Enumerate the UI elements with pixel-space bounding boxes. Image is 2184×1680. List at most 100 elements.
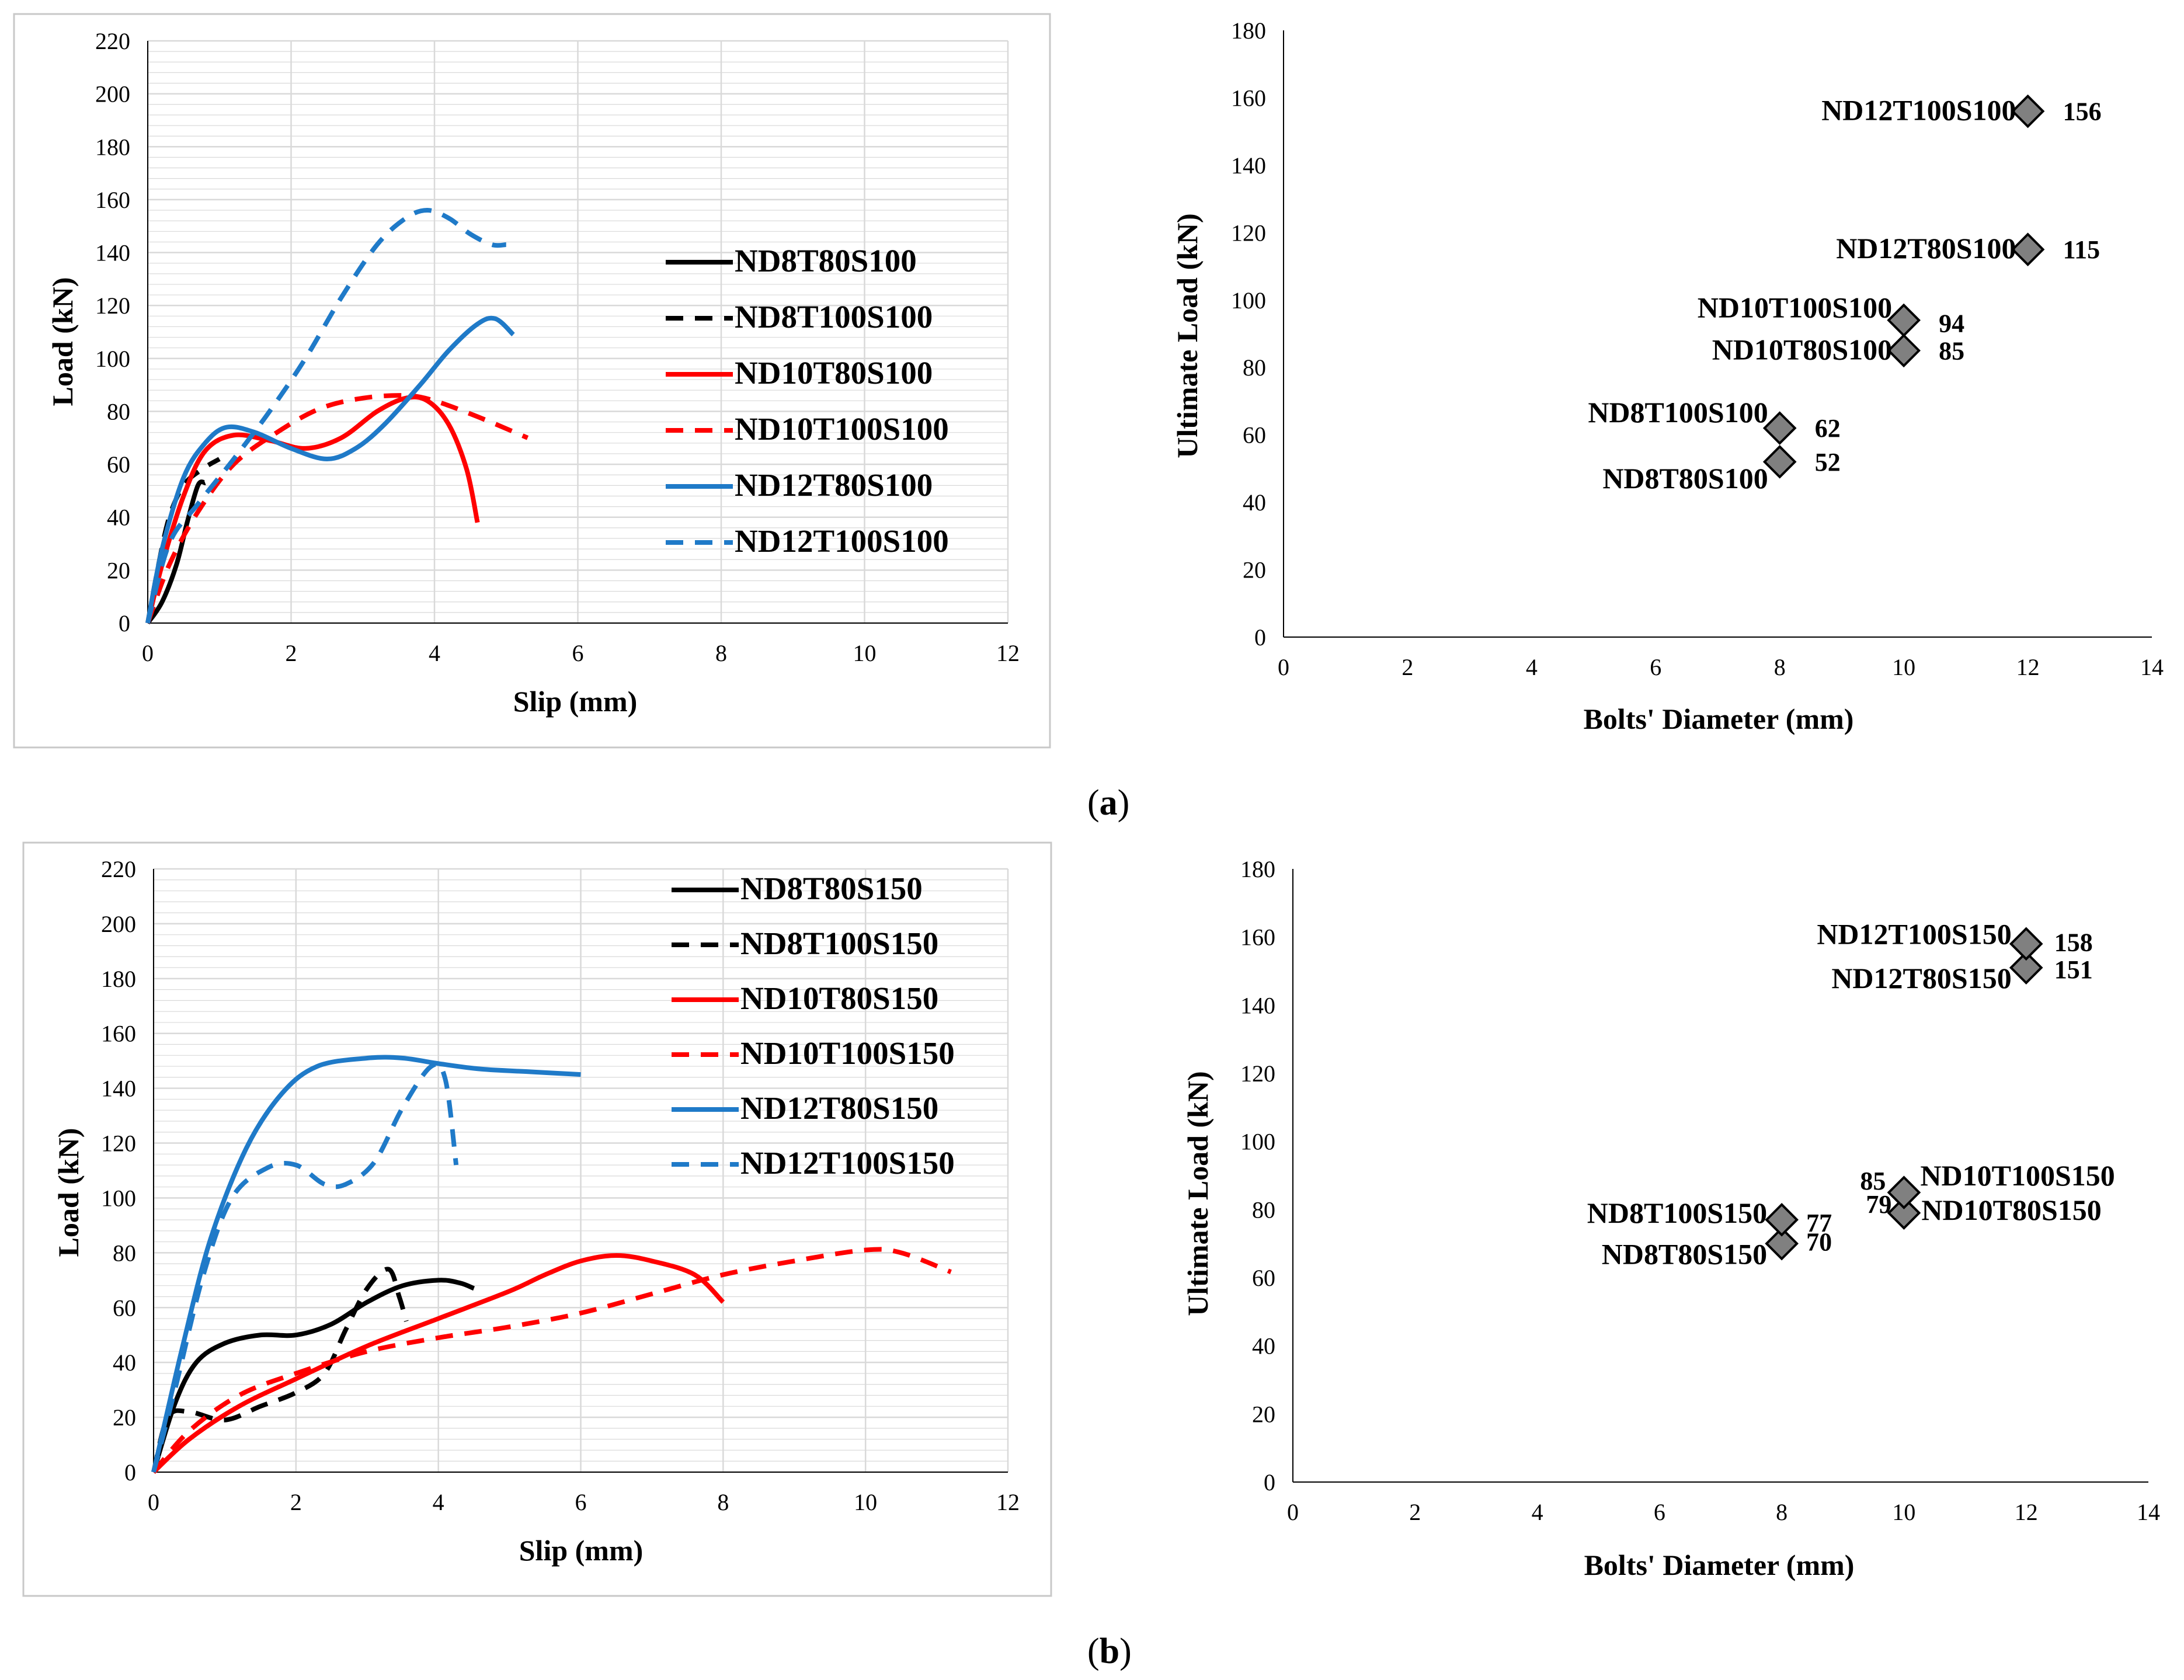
x-tick-label: 8 [1774, 654, 1786, 680]
point-name-label: ND12T80S100 [1836, 232, 2016, 265]
y-tick-label: 160 [1231, 85, 1266, 111]
y-tick-label: 80 [107, 398, 130, 425]
series-line-nd12t100s100 [145, 208, 507, 624]
y-tick-label: 40 [107, 505, 130, 531]
x-tick-labels: 0 2 4 6 8 10 12 14 [1287, 1499, 2160, 1525]
y-tick-label: 120 [1240, 1060, 1275, 1087]
point-name-label: ND12T100S150 [1817, 917, 2011, 950]
y-tick-label: 0 [124, 1459, 136, 1486]
x-tick-label: 0 [1278, 654, 1289, 680]
plot-points: ND8T80S150 70 ND8T100S150 77 ND10T80S150 79 ND… [1587, 917, 2115, 1270]
y-tick-labels: 0 20 40 60 80 100 120 140 160 180 200 220 [101, 856, 136, 1486]
y-tick-label: 20 [1252, 1401, 1275, 1427]
plot-series [145, 208, 529, 625]
series-line-nd12t100s150 [151, 1062, 459, 1473]
plot-points: ND8T80S100 52 ND8T100S100 62 ND10T80S100 85 ND… [1588, 94, 2101, 495]
y-tick-label: 40 [1243, 489, 1266, 516]
plot-axes [147, 41, 1008, 624]
point-value-label: 79 [1866, 1190, 1891, 1219]
data-point-nd8t100s100 [1762, 411, 1797, 445]
caption-b: (b) [1087, 1632, 1132, 1671]
point-name-label: ND10T80S150 [1921, 1194, 2101, 1226]
x-tick-label: 10 [853, 640, 877, 666]
y-tick-label: 120 [95, 293, 130, 319]
data-point-nd8t100s150 [1765, 1203, 1799, 1237]
plot-axes [1283, 30, 2152, 638]
y-tick-label: 140 [95, 240, 130, 266]
y-tick-label: 180 [1240, 856, 1275, 882]
x-tick-label: 4 [429, 640, 440, 666]
x-tick-label: 6 [572, 640, 584, 666]
x-tick-labels: 0 2 4 6 8 10 12 [142, 640, 1020, 666]
caption-a-letter: a [1100, 783, 1118, 823]
x-tick-label: 8 [717, 1489, 729, 1515]
point-name-label: ND8T100S150 [1587, 1196, 1767, 1229]
point-value-label: 115 [2063, 235, 2100, 264]
x-tick-labels: 0 2 4 6 8 10 12 [148, 1489, 1020, 1515]
y-tick-label: 20 [113, 1404, 136, 1431]
data-point-nd12t100s150 [2009, 927, 2043, 961]
x-tick-label: 2 [1401, 654, 1413, 680]
series-line-nd10t100s100 [145, 393, 529, 624]
data-point-nd8t80s150 [1765, 1226, 1799, 1261]
x-tick-labels: 0 2 4 6 8 10 12 14 [1278, 654, 2164, 680]
x-tick-label: 6 [1654, 1499, 1665, 1525]
series-line-nd10t100s150 [151, 1247, 952, 1474]
y-tick-label: 180 [101, 966, 136, 992]
y-tick-label: 0 [1264, 1469, 1275, 1495]
x-tick-label: 0 [142, 640, 154, 666]
x-tick-label: 0 [148, 1489, 159, 1515]
point-value-label: 77 [1806, 1209, 1832, 1237]
legend-label: ND10T100S150 [740, 1035, 955, 1071]
series-line-nd12t80s100 [145, 315, 515, 624]
x-tick-label: 6 [1650, 654, 1661, 680]
y-tick-label: 20 [1243, 557, 1266, 583]
x-tick-label: 2 [290, 1489, 302, 1515]
y-tick-label: 140 [101, 1076, 136, 1102]
legend-label: ND10T100S100 [735, 411, 949, 447]
data-point-nd12t80s150 [2009, 951, 2043, 985]
series-line-nd10t80s100 [145, 394, 480, 624]
x-tick-label: 2 [286, 640, 297, 666]
chart-a-left-slip-load: 0 20 40 60 80 100 120 140 160 180 200 220 0 2 4 6 8 10 12… [13, 13, 1051, 749]
x-tick-label: 12 [2015, 1499, 2038, 1525]
data-point-nd12t80s100 [2011, 232, 2045, 267]
point-value-label: 70 [1806, 1228, 1832, 1257]
x-axis-title: Bolts' Diameter (mm) [1584, 1549, 1855, 1581]
x-tick-label: 14 [2137, 1499, 2160, 1525]
legend-label: ND8T100S150 [740, 926, 938, 961]
series-line-nd8t80s150 [151, 1278, 475, 1473]
x-axis-title: Slip (mm) [519, 1534, 644, 1567]
y-tick-label: 100 [1240, 1129, 1275, 1155]
x-tick-label: 14 [2140, 654, 2164, 680]
y-tick-label: 80 [1252, 1196, 1275, 1223]
y-tick-label: 200 [101, 911, 136, 937]
y-axis-title: Ultimate Load (kN) [1171, 213, 1204, 458]
legend-label: ND8T80S100 [735, 243, 917, 279]
y-axis-title: Ultimate Load (kN) [1181, 1071, 1214, 1316]
y-tick-label: 100 [1231, 287, 1266, 314]
data-point-nd10t80s150 [1887, 1196, 1921, 1230]
y-tick-label: 60 [1252, 1265, 1275, 1291]
point-value-label: 85 [1939, 336, 1964, 365]
y-tick-labels: 0 20 40 60 80 100 120 140 160 180 [1231, 18, 1266, 651]
legend-label: ND8T80S150 [740, 871, 923, 906]
y-tick-label: 20 [107, 557, 130, 583]
legend-label: ND12T100S150 [740, 1145, 955, 1181]
x-axis-title: Slip (mm) [513, 685, 638, 718]
x-tick-label: 8 [715, 640, 727, 666]
y-tick-label: 60 [113, 1295, 136, 1321]
y-tick-label: 120 [1231, 220, 1266, 246]
y-axis-title: Load (kN) [52, 1128, 85, 1257]
point-name-label: ND8T80S100 [1602, 462, 1768, 495]
x-tick-label: 8 [1776, 1499, 1787, 1525]
series-line-nd8t100s150 [151, 1267, 409, 1473]
point-value-label: 85 [1860, 1167, 1886, 1195]
data-point-nd12t100s100 [2011, 94, 2045, 128]
point-value-label: 151 [2054, 955, 2093, 984]
data-point-nd10t100s100 [1887, 303, 1921, 338]
y-tick-labels: 0 20 40 60 80 100 120 140 160 180 [1240, 856, 1275, 1495]
legend: ND8T80S150 ND8T100S150 ND10T80S150 ND10T100… [672, 871, 955, 1181]
